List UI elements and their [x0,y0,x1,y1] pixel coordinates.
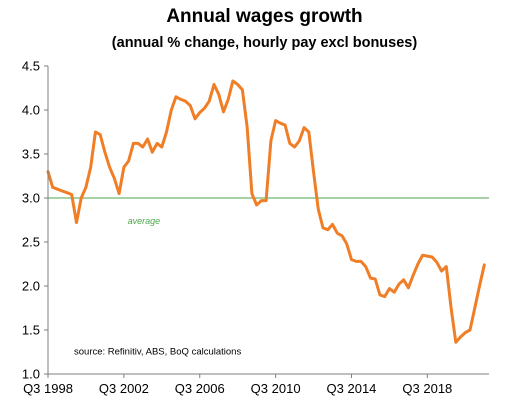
y-tick-label: 1.0 [22,367,40,382]
y-axis-ticks: 1.0 1.5 2.0 2.5 3.0 3.5 4.0 4.5 [22,59,48,382]
x-tick-label: Q3 2018 [402,381,452,396]
y-tick-label: 4.5 [22,59,40,74]
y-tick-label: 1.5 [22,323,40,338]
y-tick-label: 4.0 [22,103,40,118]
x-tick-label: Q3 1998 [23,381,73,396]
x-tick-label: Q3 2010 [251,381,301,396]
source-note: source: Refinitiv, ABS, BoQ calculations [74,347,241,358]
y-tick-label: 3.0 [22,191,40,206]
series-line [46,79,486,344]
x-axis-ticks: Q3 1998 Q3 2002 Q3 2006 Q3 2010 Q3 2014 Q3 20… [23,374,452,396]
chart-subtitle: (annual % change, hourly pay excl bonuse… [111,35,418,51]
series-group [46,79,486,344]
y-tick-label: 2.0 [22,279,40,294]
y-tick-label: 2.5 [22,235,40,250]
x-tick-label: Q3 2006 [175,381,225,396]
y-tick-label: 3.5 [22,147,40,162]
x-tick-label: Q3 2014 [327,381,377,396]
chart-title: Annual wages growth [166,6,363,27]
average-label: average [128,216,161,226]
x-tick-label: Q3 2002 [99,381,149,396]
